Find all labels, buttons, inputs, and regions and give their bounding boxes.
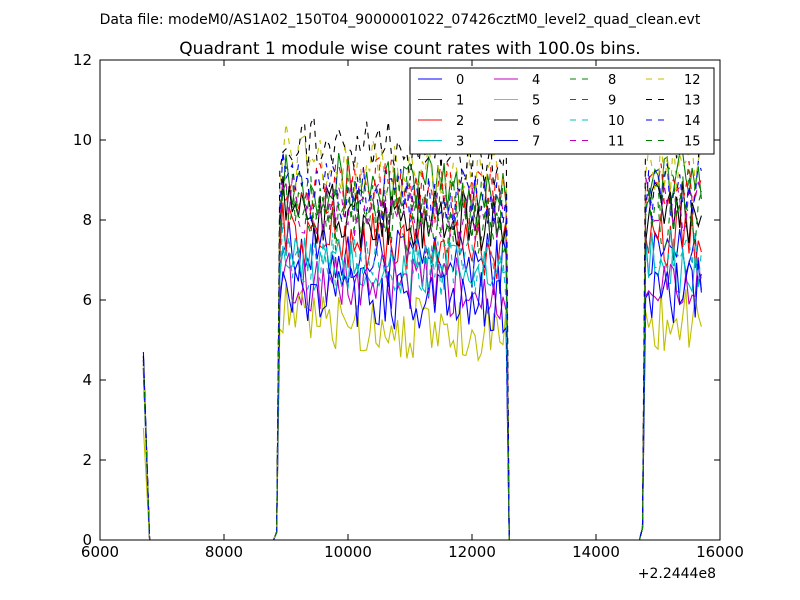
legend-label-6: 6	[532, 114, 540, 129]
y-tick-label: 12	[73, 51, 92, 69]
x-tick-label: 16000	[696, 543, 744, 561]
legend-label-1: 1	[456, 94, 464, 109]
chart-title: Quadrant 1 module wise count rates with …	[179, 39, 640, 59]
legend-label-12: 12	[684, 73, 701, 88]
y-tick-label: 8	[82, 211, 92, 229]
series-line-6	[142, 176, 702, 540]
y-tick-label: 6	[82, 291, 92, 309]
legend-label-0: 0	[456, 73, 464, 88]
legend-label-9: 9	[608, 94, 616, 109]
y-tick-label: 0	[82, 531, 92, 549]
legend-label-14: 14	[684, 114, 701, 129]
series-line-8	[142, 163, 702, 540]
y-tick-label: 4	[82, 371, 92, 389]
legend-label-3: 3	[456, 135, 464, 150]
legend-label-5: 5	[532, 94, 540, 109]
series-line-15	[142, 183, 702, 540]
x-axis-offset-label: +2.2444e8	[638, 566, 716, 582]
legend-label-2: 2	[456, 114, 464, 129]
legend-label-11: 11	[608, 135, 625, 150]
series-line-11	[142, 175, 702, 540]
figure-suptitle: Data file: modeM0/AS1A02_150T04_90000010…	[100, 12, 701, 28]
legend-label-10: 10	[608, 114, 625, 129]
series-line-5	[142, 283, 702, 540]
x-tick-label: 6000	[81, 543, 119, 561]
legend-label-8: 8	[608, 73, 616, 88]
series-line-7	[142, 258, 702, 540]
series-line-9	[142, 156, 702, 540]
x-tick-label: 14000	[572, 543, 620, 561]
series-line-0	[142, 221, 702, 540]
series-line-14	[142, 151, 702, 540]
series-line-2	[142, 202, 702, 540]
series-line-4	[142, 252, 702, 540]
series-line-12	[142, 123, 702, 540]
series-layer	[142, 112, 702, 540]
x-tick-label: 10000	[324, 543, 372, 561]
legend-box	[409, 67, 715, 155]
y-tick-label: 10	[73, 131, 92, 149]
x-tick-label: 12000	[448, 543, 496, 561]
legend-label-7: 7	[532, 135, 540, 150]
y-tick-label: 2	[82, 451, 92, 469]
legend-label-15: 15	[684, 135, 701, 150]
series-line-10	[142, 221, 702, 540]
x-tick-label: 8000	[205, 543, 243, 561]
series-line-3	[142, 232, 702, 540]
legend-label-13: 13	[684, 94, 701, 109]
series-line-1	[142, 152, 702, 540]
legend-label-4: 4	[532, 73, 540, 88]
